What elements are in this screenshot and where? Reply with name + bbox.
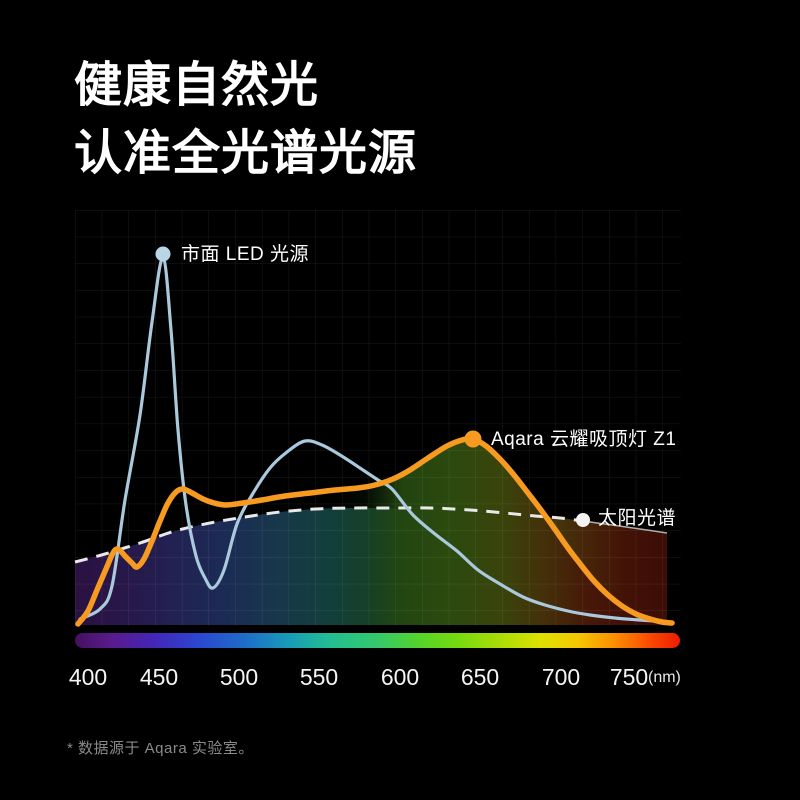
x-tick-400: 400 (68, 664, 108, 690)
x-tick-500: 500 (219, 664, 259, 690)
aqara-dot (464, 430, 482, 448)
spectrum-color-bar (75, 633, 680, 648)
x-tick-450: 450 (139, 664, 179, 690)
solar-curve-label: 太阳光谱 (598, 508, 677, 529)
title-line-1: 健康自然光 (74, 59, 320, 112)
x-tick-750: 750 (609, 664, 649, 690)
x-tick-600: 600 (380, 664, 420, 690)
led-curve-label: 市面 LED 光源 (181, 244, 310, 265)
page-title: 健康自然光 认准全光谱光源 (74, 52, 417, 188)
title-line-2: 认准全光谱光源 (74, 127, 418, 180)
solar-spectrum-curve (74, 506, 584, 564)
led-dot (155, 246, 171, 262)
led-spectrum-curve (78, 256, 672, 624)
x-axis-unit: (nm) (648, 669, 681, 686)
solar-dot (576, 513, 590, 527)
annotation-dots (155, 246, 590, 527)
x-tick-650: 650 (460, 664, 500, 690)
aqara-spectrum-curve (75, 435, 675, 627)
x-tick-550: 550 (299, 664, 339, 690)
footnote: * 数据源于 Aqara 实验室。 (67, 740, 254, 757)
x-tick-700: 700 (541, 664, 581, 690)
aqara-curve-label: Aqara 云耀吸顶灯 Z1 (491, 429, 677, 450)
solar-spectrum-curve-edge (582, 520, 668, 534)
